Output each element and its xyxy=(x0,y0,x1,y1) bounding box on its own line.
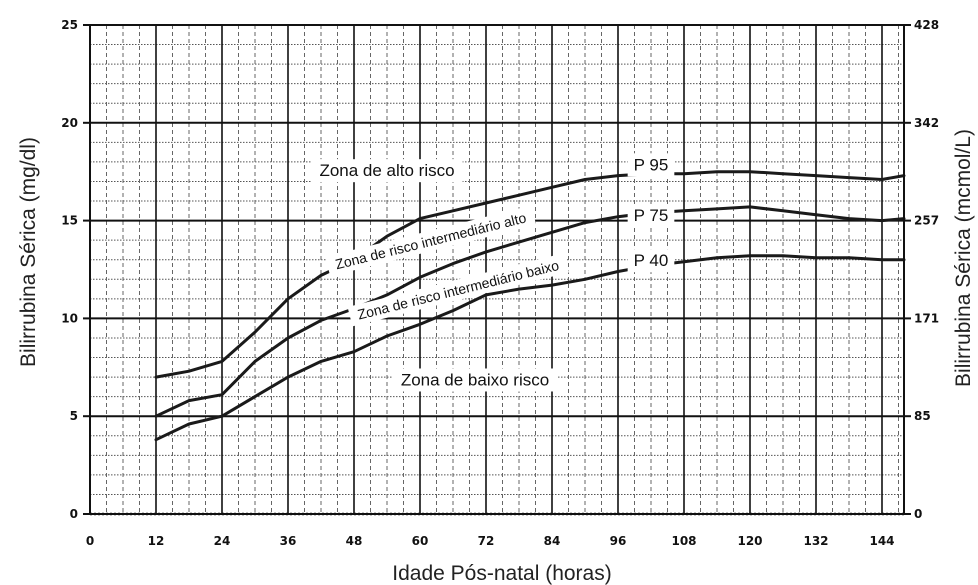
zone-label-group: Zona de baixo risco xyxy=(392,368,558,392)
y-tick-label-right: 171 xyxy=(914,311,939,325)
zone-label-background xyxy=(392,368,558,392)
curve-p75 xyxy=(154,205,906,418)
percentile-label-group: P 95 xyxy=(627,153,675,177)
percentile-curves xyxy=(154,170,906,442)
zone-label-background xyxy=(347,253,569,327)
y-tick-label-right: 342 xyxy=(914,116,939,130)
y-tick-label-right: 428 xyxy=(914,18,939,32)
percentile-label-background xyxy=(627,249,675,273)
y-tick-label-left: 15 xyxy=(61,214,78,228)
zone-label-group: Zona de alto risco xyxy=(311,159,463,183)
zone-label: Zona de alto risco xyxy=(319,161,454,180)
y-tick-label-left: 5 xyxy=(70,409,78,423)
y-tick-label-right: 0 xyxy=(914,507,922,521)
y-tick-label-left: 25 xyxy=(61,18,78,32)
x-tick-label: 108 xyxy=(671,534,696,548)
x-tick-label: 48 xyxy=(346,534,363,548)
grid xyxy=(90,25,904,514)
x-tick-label: 84 xyxy=(544,534,561,548)
plot-frame xyxy=(89,24,905,516)
zone-label-background xyxy=(325,205,537,277)
zone-label: Zona de risco intermediário alto xyxy=(334,209,528,272)
x-tick-label: 24 xyxy=(214,534,231,548)
y-tick-label-left: 10 xyxy=(61,311,78,325)
y-axis-label-left: Bilirrubina Sérica (mg/dl) xyxy=(17,137,40,367)
x-tick-label: 36 xyxy=(280,534,297,548)
y-tick-label-left: 0 xyxy=(70,507,78,521)
y-tick-label-right: 85 xyxy=(914,409,931,423)
curve-p95 xyxy=(154,170,906,379)
y-axis-label-right: Bilirrubina Sérica (mcmol/L) xyxy=(952,129,975,387)
axis-ticks: 0 5 10 15 20 25 0 85 171 257 342 428 0 12 24 36 48 60 72 84… xyxy=(61,18,939,548)
y-tick-label-right: 257 xyxy=(914,214,939,228)
percentile-label-background xyxy=(627,204,675,228)
x-axis-label: Idade Pós-natal (horas) xyxy=(392,562,611,585)
x-tick-label: 72 xyxy=(478,534,495,548)
percentile-label-background xyxy=(627,153,675,177)
percentile-label: P 95 xyxy=(634,155,669,174)
percentile-label: P 75 xyxy=(634,206,669,225)
percentile-label-group: P 75 xyxy=(627,204,675,228)
x-tick-label: 96 xyxy=(610,534,627,548)
plot-border xyxy=(89,24,905,515)
zone-label: Zona de baixo risco xyxy=(401,370,549,389)
zone-label-background xyxy=(311,159,463,183)
y-tick-label-left: 20 xyxy=(61,116,78,130)
x-tick-label: 12 xyxy=(148,534,165,548)
x-tick-label: 132 xyxy=(803,534,828,548)
percentile-label: P 40 xyxy=(634,251,669,270)
percentile-label-group: P 40 xyxy=(627,249,675,273)
x-tick-label: 144 xyxy=(869,534,894,548)
x-tick-label: 60 xyxy=(412,534,429,548)
curve-p40 xyxy=(154,254,906,442)
x-tick-label: 0 xyxy=(86,534,94,548)
x-tick-label: 120 xyxy=(737,534,762,548)
